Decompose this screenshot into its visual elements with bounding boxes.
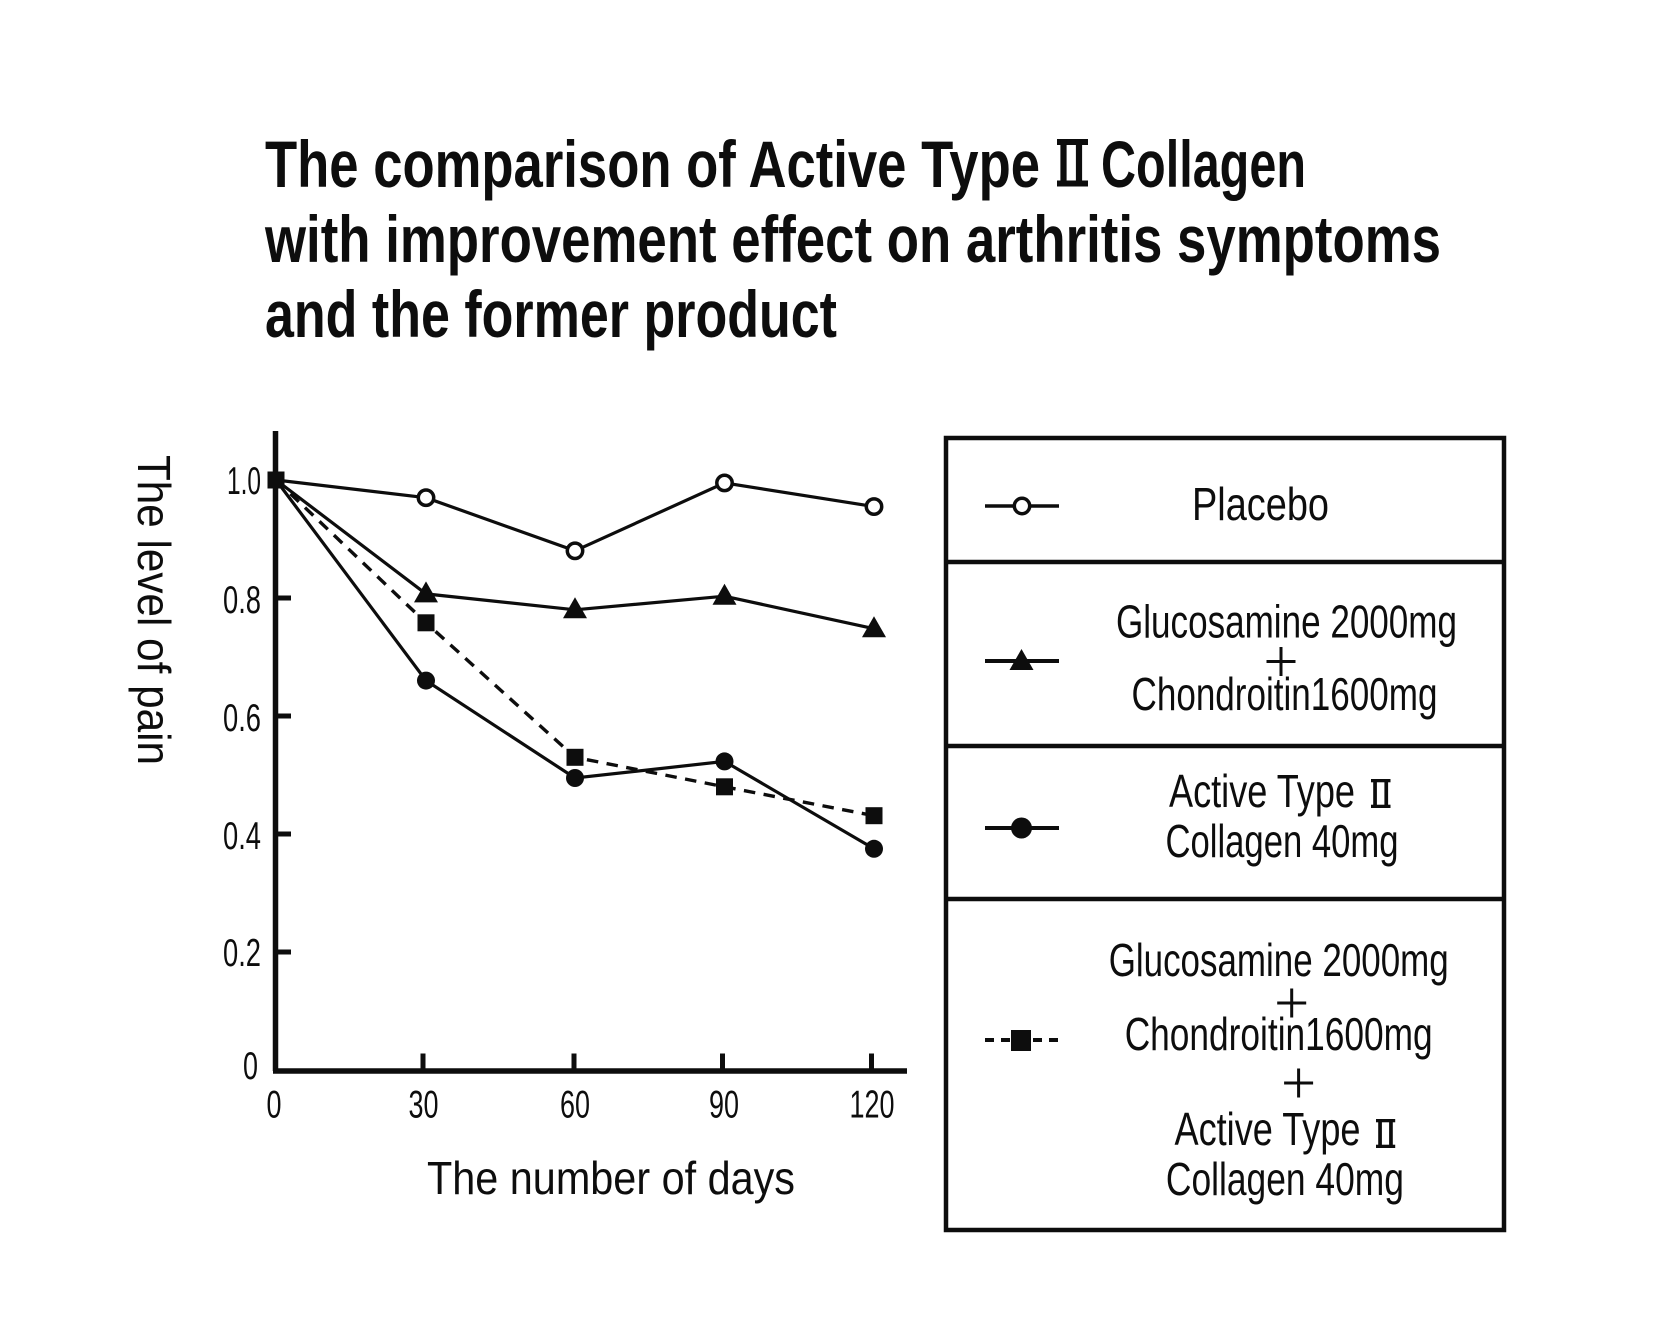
- svg-text:0: 0: [267, 1084, 282, 1127]
- svg-text:Active Type: Active Type: [1175, 1103, 1361, 1155]
- svg-text:30: 30: [409, 1084, 439, 1127]
- svg-text:0.2: 0.2: [223, 932, 261, 975]
- svg-text:with improvement effect on art: with improvement effect on arthritis sym…: [264, 202, 1441, 276]
- svg-text:and the former product: and the former product: [265, 277, 837, 351]
- svg-text:Chondroitin1600mg: Chondroitin1600mg: [1125, 1008, 1433, 1060]
- svg-text:Collagen 40mg: Collagen 40mg: [1166, 815, 1399, 867]
- svg-text:0.4: 0.4: [223, 815, 261, 858]
- svg-text:Collagen: Collagen: [1101, 127, 1306, 201]
- svg-text:90: 90: [709, 1084, 739, 1127]
- svg-text:The number of days: The number of days: [427, 1152, 795, 1204]
- svg-text:0.8: 0.8: [223, 579, 261, 622]
- svg-text:0.6: 0.6: [223, 697, 261, 740]
- svg-text:Glucosamine 2000mg: Glucosamine 2000mg: [1109, 934, 1449, 986]
- svg-text:Active Type: Active Type: [1169, 765, 1355, 817]
- svg-text:Glucosamine 2000mg: Glucosamine 2000mg: [1116, 596, 1457, 648]
- svg-text:Collagen 40mg: Collagen 40mg: [1166, 1153, 1404, 1205]
- svg-text:The comparison of Active Type: The comparison of Active Type: [265, 127, 1040, 201]
- svg-text:The level of pain: The level of pain: [128, 455, 180, 765]
- svg-text:Chondroitin1600mg: Chondroitin1600mg: [1132, 668, 1438, 720]
- svg-text:1.0: 1.0: [227, 460, 261, 503]
- svg-text:0: 0: [243, 1045, 258, 1088]
- svg-text:Placebo: Placebo: [1192, 478, 1329, 530]
- svg-text:120: 120: [850, 1084, 895, 1127]
- svg-text:60: 60: [560, 1084, 590, 1127]
